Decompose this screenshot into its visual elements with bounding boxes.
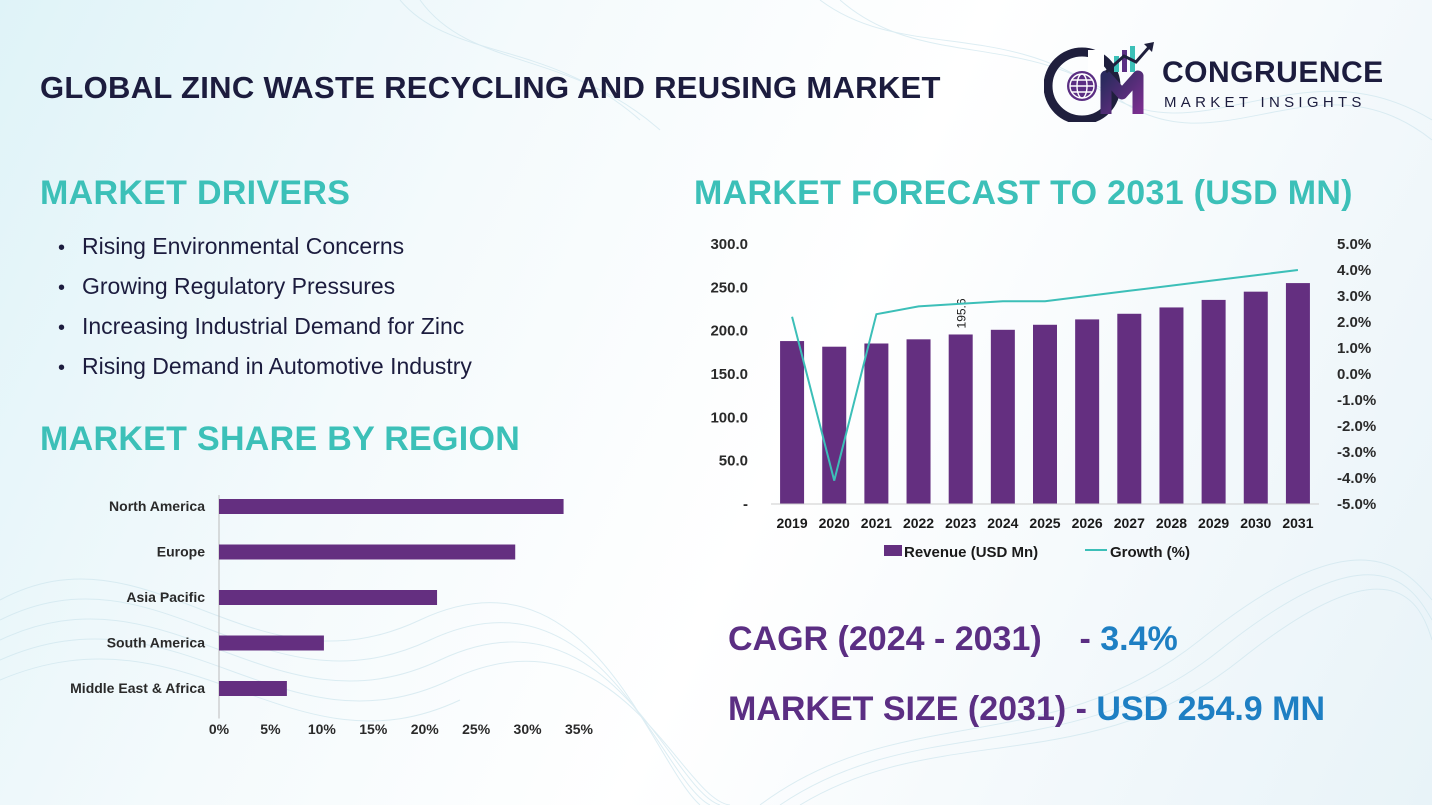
share-category-label: South America bbox=[107, 635, 205, 651]
forecast-x-tick-label: 2031 bbox=[1282, 515, 1313, 531]
share-category-label: North America bbox=[109, 498, 205, 514]
forecast-x-tick-label: 2028 bbox=[1156, 515, 1187, 531]
forecast-right-tick-label: -3.0% bbox=[1337, 444, 1376, 461]
forecast-left-tick-label: 150.0 bbox=[710, 366, 748, 383]
share-x-tick-label: 35% bbox=[565, 721, 594, 737]
logo-tagline: MARKET INSIGHTS bbox=[1164, 94, 1366, 111]
share-bar bbox=[219, 544, 516, 560]
list-item: • Rising Environmental Concerns bbox=[58, 230, 472, 270]
forecast-left-tick-label: 100.0 bbox=[710, 409, 748, 426]
bullet-icon: • bbox=[58, 237, 66, 259]
cagr-value: 3.4% bbox=[1100, 620, 1178, 658]
bullet-icon: • bbox=[58, 277, 66, 299]
growth-line bbox=[791, 269, 1299, 481]
legend-revenue-label: Revenue (USD Mn) bbox=[904, 544, 1038, 561]
revenue-bar bbox=[1117, 313, 1142, 504]
forecast-right-tick-label: 4.0% bbox=[1337, 262, 1371, 279]
revenue-bar bbox=[1075, 319, 1100, 504]
market-size-kpi: MARKET SIZE (2031) - USD 254.9 MN bbox=[728, 690, 1325, 729]
share-x-tick-label: 15% bbox=[359, 721, 388, 737]
revenue-bar bbox=[1159, 307, 1184, 504]
revenue-data-label: 195.6 bbox=[955, 298, 969, 328]
share-bar bbox=[219, 681, 287, 696]
share-x-tick-label: 20% bbox=[411, 721, 440, 737]
forecast-x-tick-label: 2026 bbox=[1072, 515, 1103, 531]
forecast-right-tick-label: 5.0% bbox=[1337, 236, 1371, 253]
forecast-right-tick-label: 1.0% bbox=[1337, 340, 1371, 357]
share-heading: MARKET SHARE BY REGION bbox=[40, 420, 521, 458]
market-size-separator: - bbox=[1066, 690, 1097, 728]
forecast-x-tick-label: 2022 bbox=[903, 515, 934, 531]
forecast-left-tick-label: - bbox=[743, 496, 748, 513]
forecast-x-tick-label: 2019 bbox=[776, 515, 807, 531]
forecast-x-tick-label: 2023 bbox=[945, 515, 976, 531]
market-size-value: USD 254.9 MN bbox=[1096, 690, 1326, 728]
company-logo: CONGRUENCE MARKET INSIGHTS bbox=[1043, 42, 1404, 125]
driver-text: Rising Environmental Concerns bbox=[82, 233, 405, 259]
forecast-left-tick-label: 200.0 bbox=[710, 323, 748, 340]
logo-mark-icon bbox=[1043, 42, 1154, 125]
forecast-right-tick-label: 2.0% bbox=[1337, 314, 1371, 331]
legend-growth-label: Growth (%) bbox=[1110, 544, 1190, 561]
share-x-tick-label: 5% bbox=[260, 721, 281, 737]
cagr-separator: - bbox=[1041, 620, 1101, 658]
list-item: • Increasing Industrial Demand for Zinc bbox=[58, 310, 472, 350]
share-x-tick-label: 0% bbox=[209, 721, 230, 737]
list-item: • Growing Regulatory Pressures bbox=[58, 270, 472, 310]
forecast-right-tick-label: 0.0% bbox=[1337, 366, 1371, 383]
revenue-bar bbox=[1201, 299, 1226, 504]
driver-text: Rising Demand in Automotive Industry bbox=[82, 353, 472, 379]
share-x-tick-label: 25% bbox=[462, 721, 491, 737]
forecast-right-tick-label: -5.0% bbox=[1337, 496, 1376, 513]
forecast-right-tick-label: -2.0% bbox=[1337, 418, 1376, 435]
revenue-bar bbox=[948, 334, 973, 504]
driver-text: Growing Regulatory Pressures bbox=[82, 273, 396, 299]
forecast-x-tick-label: 2024 bbox=[987, 515, 1018, 531]
market-size-label: MARKET SIZE (2031) bbox=[728, 690, 1067, 728]
share-bar bbox=[219, 635, 324, 651]
share-category-label: Europe bbox=[157, 544, 205, 560]
forecast-heading: MARKET FORECAST TO 2031 (USD MN) bbox=[694, 174, 1353, 212]
revenue-bar bbox=[780, 341, 805, 504]
forecast-x-tick-label: 2020 bbox=[819, 515, 850, 531]
drivers-heading: MARKET DRIVERS bbox=[40, 174, 351, 212]
forecast-x-tick-label: 2029 bbox=[1198, 515, 1229, 531]
page-title: GLOBAL ZINC WASTE RECYCLING AND REUSING … bbox=[40, 70, 941, 105]
share-x-tick-label: 30% bbox=[514, 721, 543, 737]
forecast-x-tick-label: 2030 bbox=[1240, 515, 1271, 531]
cagr-label: CAGR (2024 - 2031) bbox=[728, 620, 1042, 658]
share-bar bbox=[219, 499, 564, 514]
forecast-left-tick-label: 300.0 bbox=[710, 236, 748, 253]
revenue-bar bbox=[1033, 324, 1057, 504]
forecast-x-tick-label: 2027 bbox=[1114, 515, 1145, 531]
forecast-left-tick-label: 50.0 bbox=[719, 453, 748, 470]
share-category-label: Middle East & Africa bbox=[70, 680, 205, 696]
forecast-right-tick-label: 3.0% bbox=[1337, 288, 1371, 305]
bullet-icon: • bbox=[58, 317, 66, 339]
revenue-bar bbox=[864, 343, 889, 504]
share-category-label: Asia Pacific bbox=[126, 589, 205, 605]
revenue-bar bbox=[990, 329, 1015, 504]
forecast-x-tick-label: 2025 bbox=[1029, 515, 1060, 531]
cagr-kpi: CAGR (2024 - 2031) - 3.4% bbox=[728, 620, 1178, 659]
bullet-icon: • bbox=[58, 357, 66, 379]
forecast-right-tick-label: -4.0% bbox=[1337, 470, 1376, 487]
revenue-bar bbox=[1243, 291, 1268, 504]
revenue-bar bbox=[1285, 283, 1310, 504]
logo-name: CONGRUENCE bbox=[1162, 56, 1384, 89]
driver-text: Increasing Industrial Demand for Zinc bbox=[82, 313, 465, 339]
forecast-left-tick-label: 250.0 bbox=[710, 279, 748, 296]
share-x-tick-label: 10% bbox=[308, 721, 337, 737]
legend-revenue-swatch bbox=[884, 545, 902, 556]
drivers-list: • Rising Environmental Concerns • Growing … bbox=[58, 230, 472, 390]
revenue-bar bbox=[906, 339, 931, 504]
share-bar bbox=[219, 590, 438, 605]
list-item: • Rising Demand in Automotive Industry bbox=[58, 350, 472, 390]
forecast-x-tick-label: 2021 bbox=[861, 515, 892, 531]
forecast-right-tick-label: -1.0% bbox=[1337, 392, 1376, 409]
